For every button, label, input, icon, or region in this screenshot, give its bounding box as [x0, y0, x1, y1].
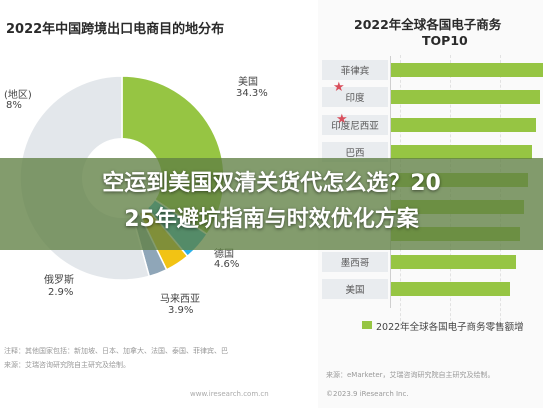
pie-label-other-name: (地区) [4, 90, 32, 101]
pie-note: 注释：其他国家包括：新加坡、日本、加拿大、法国、泰国、菲律宾、巴 [4, 347, 228, 355]
bar [391, 145, 532, 160]
bar-category-label: 印度尼西亚 [322, 114, 388, 135]
star-icon: ★ [336, 112, 348, 127]
bar-chart-subtitle: TOP10 [422, 33, 468, 48]
bar-category-label: 印度 [322, 87, 388, 108]
pie-label-germany-value: 4.6% [214, 259, 240, 270]
headline-line-2: 25年避坑指南与时效优化方案 [124, 207, 419, 232]
bar [391, 254, 516, 269]
bar [391, 117, 537, 132]
bar-chart-title: 2022年全球各国电子商务 [354, 17, 502, 32]
pie-watermark: www.iresearch.com.cn [190, 390, 269, 398]
bar-legend-swatch [362, 321, 372, 329]
bar-category-label: 美国 [322, 279, 388, 300]
pie-label-russia-value: 2.9% [48, 287, 74, 298]
bar-legend-label: 2022年全球各国电子商务零售额增 [376, 322, 524, 333]
bar-copyright: ©2023.9 iResearch Inc. [326, 390, 409, 398]
pie-label-malaysia-name: 马来西亚 [160, 294, 200, 305]
bar-category-label: 菲律宾 [322, 60, 388, 80]
pie-label-malaysia-value: 3.9% [168, 305, 194, 316]
bar [391, 90, 540, 105]
pie-label-usa-name: 美国 [238, 77, 258, 88]
pie-label-germany-name: 德国 [214, 249, 234, 260]
bar-category-label: 墨西哥 [322, 251, 388, 272]
pie-label-other-value: 8% [6, 100, 22, 111]
headline[interactable]: 空运到美国双清关货代怎么选？20 25年避坑指南与时效优化方案 [0, 166, 543, 238]
bar-source: 来源：eMarketer，艾瑞咨询研究院自主研究及绘制。 [326, 371, 495, 379]
pie-label-usa-value: 34.3% [236, 88, 268, 99]
bar [391, 282, 511, 297]
headline-line-1: 空运到美国双清关货代怎么选？20 [102, 171, 441, 196]
pie-chart-title: 2022年中国跨境出口电商目的地分布 [6, 22, 225, 37]
star-icon: ★ [333, 80, 345, 95]
pie-source: 来源：艾瑞咨询研究院自主研究及绘制。 [4, 361, 130, 369]
headline-banner [0, 158, 543, 250]
bar-category-label: 巴西 [322, 142, 388, 163]
bar [391, 63, 543, 77]
pie-label-russia-name: 俄罗斯 [44, 275, 74, 286]
